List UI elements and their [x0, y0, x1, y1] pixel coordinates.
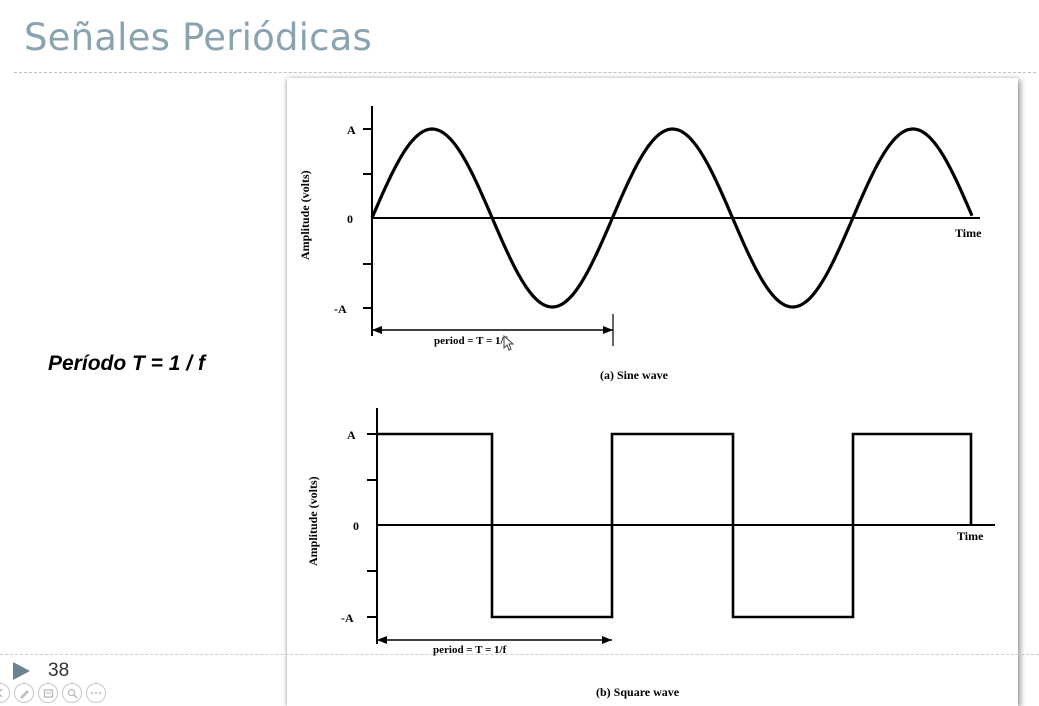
sine-caption: (a) Sine wave: [600, 368, 669, 382]
waveform-svg: A 0 -A Amplitude (volts) Time period = T…: [298, 106, 995, 699]
slides-icon[interactable]: [38, 683, 58, 703]
pen-icon[interactable]: [14, 683, 34, 703]
sine-tick-label-0: 0: [347, 212, 353, 226]
square-period-arrow-right: [602, 636, 612, 644]
zoom-icon[interactable]: [62, 683, 82, 703]
sine-tick-label-negA: -A: [334, 302, 347, 316]
square-period-arrow-left: [377, 636, 387, 644]
square-y-label: Amplitude (volts): [306, 476, 320, 566]
back-icon[interactable]: [0, 683, 10, 703]
square-panel: A 0 -A Amplitude (volts) Time period = T…: [306, 408, 995, 699]
sine-curve: [370, 127, 974, 309]
period-formula: Período T = 1 / f: [48, 352, 205, 375]
sine-x-label: Time: [955, 226, 982, 240]
square-caption: (b) Square wave: [596, 685, 680, 699]
square-tick-label-A: A: [347, 428, 356, 442]
sine-y-label: Amplitude (volts): [298, 170, 312, 260]
sine-period-arrow-left: [372, 326, 382, 334]
slide-number: 38: [48, 660, 70, 681]
square-period-label: period = T = 1/f: [433, 644, 507, 656]
play-arrow-icon: [13, 662, 30, 680]
sine-period-arrow-right: [603, 326, 613, 334]
sine-period-label: period = T = 1/f: [434, 335, 508, 347]
title-divider: [14, 72, 1036, 73]
sine-tick-label-A: A: [347, 123, 356, 137]
more-icon[interactable]: [86, 683, 106, 703]
slide-title: Señales Periódicas: [24, 16, 372, 59]
mouse-cursor-icon: [503, 334, 515, 351]
footer-divider: [0, 654, 1039, 655]
square-tick-label-0: 0: [353, 519, 359, 533]
sine-panel: A 0 -A Amplitude (volts) Time period = T…: [298, 106, 982, 382]
waveform-figure: A 0 -A Amplitude (volts) Time period = T…: [287, 78, 1018, 706]
square-x-label: Time: [957, 529, 984, 543]
square-curve: [377, 432, 973, 619]
square-tick-label-negA: -A: [341, 611, 354, 625]
